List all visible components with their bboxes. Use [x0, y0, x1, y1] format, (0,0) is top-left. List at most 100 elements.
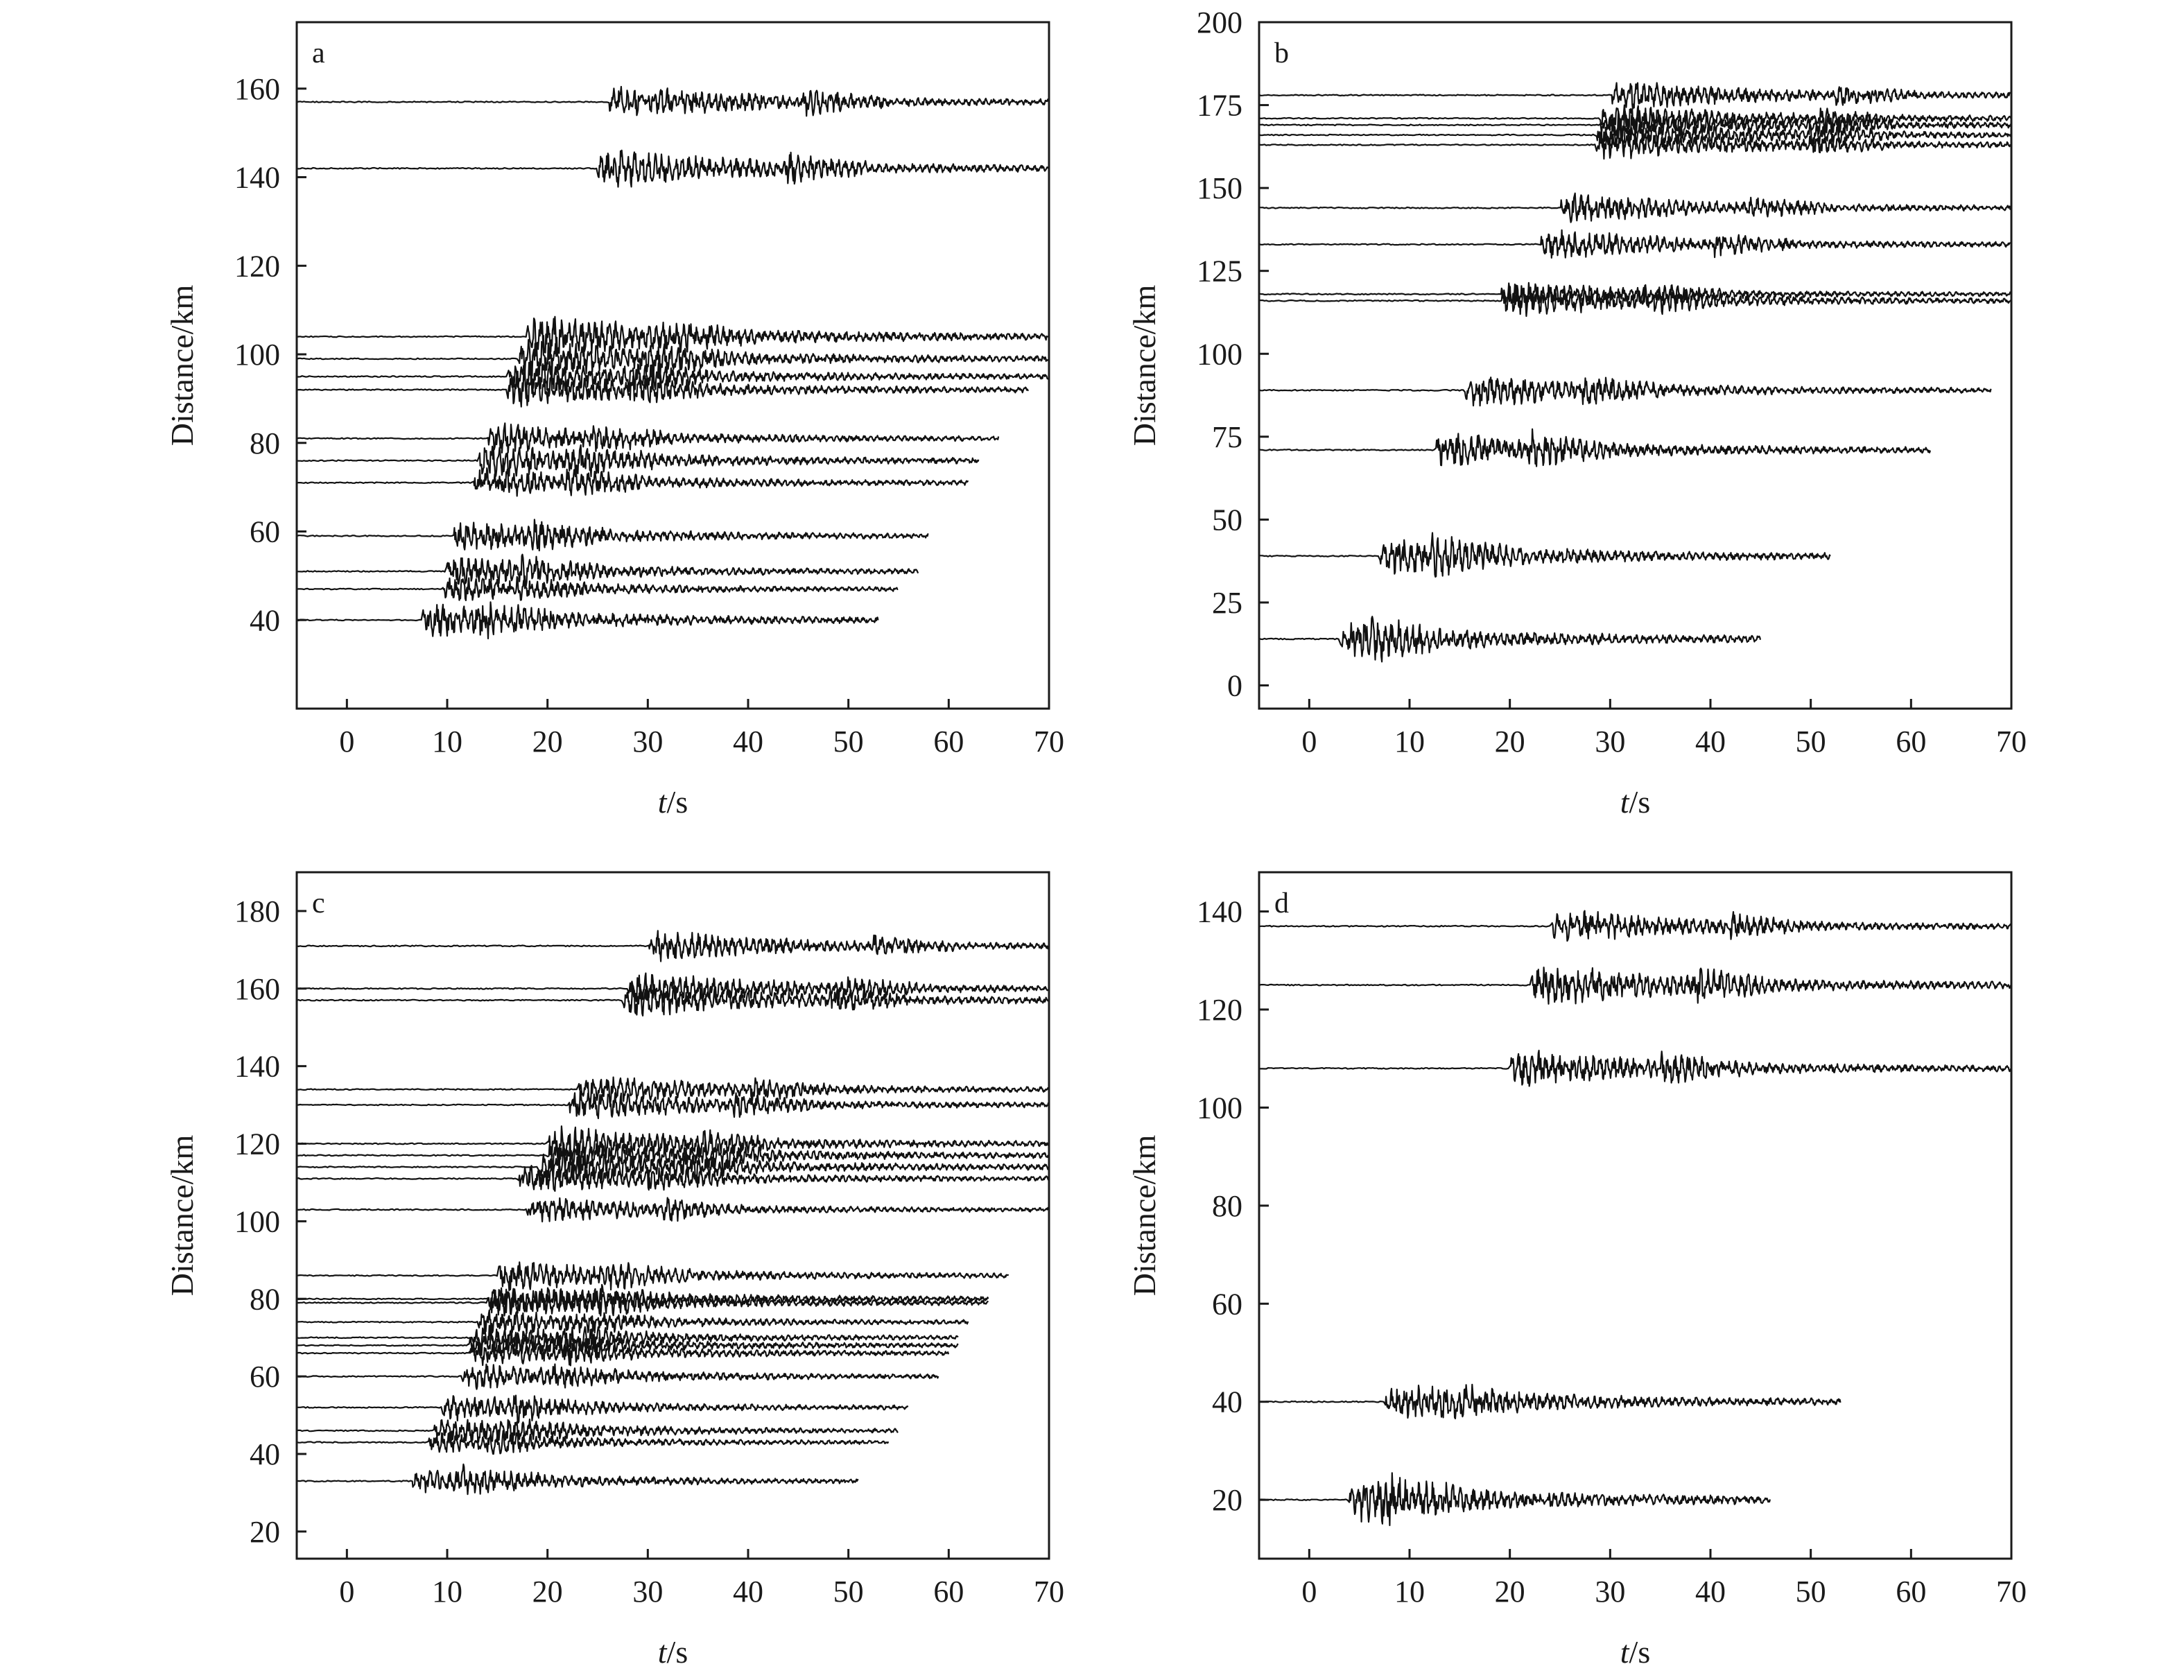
panel-label: c	[312, 887, 325, 919]
seismic-trace	[297, 315, 1049, 356]
x-tick-label: 10	[1394, 725, 1425, 759]
x-tick-label: 70	[1996, 725, 2027, 759]
y-tick-label: 140	[234, 161, 280, 195]
seismic-trace	[1259, 1383, 1841, 1419]
seismic-trace	[297, 983, 1049, 1016]
y-tick-label: 75	[1212, 420, 1242, 454]
x-axis-title: t/s	[658, 1634, 688, 1670]
x-tick-label: 20	[1495, 1575, 1525, 1609]
x-tick-label: 60	[1896, 725, 1926, 759]
seismic-trace	[297, 1324, 959, 1352]
seismic-trace	[1259, 192, 2011, 223]
x-tick-label: 60	[933, 1575, 964, 1609]
y-tick-label: 100	[234, 1204, 280, 1238]
y-tick-label: 80	[250, 1282, 280, 1316]
seismic-trace	[1259, 82, 2011, 110]
seismic-trace	[297, 361, 1049, 395]
plot-frame	[1258, 21, 2013, 710]
x-tick-label: 70	[1996, 1575, 2027, 1609]
x-tick-label: 50	[833, 1575, 864, 1609]
seismic-trace	[297, 601, 879, 640]
y-tick-label: 25	[1212, 586, 1242, 620]
y-axis-title: Distance/km	[1127, 1135, 1162, 1297]
plot-frame	[1258, 871, 2013, 1560]
x-tick-label: 40	[733, 1575, 763, 1609]
y-tick-label: 100	[1197, 337, 1242, 371]
seismic-trace	[1259, 910, 2011, 942]
seismic-trace	[297, 519, 929, 552]
seismic-trace	[1259, 616, 1762, 663]
x-tick-label: 40	[733, 725, 763, 759]
x-tick-label: 0	[1301, 1575, 1317, 1609]
y-tick-label: 40	[250, 603, 280, 637]
traces-group	[297, 85, 1049, 640]
y-tick-label: 120	[234, 1127, 280, 1161]
seismic-trace	[297, 1287, 989, 1317]
y-tick-label: 120	[1197, 993, 1242, 1027]
x-tick-label: 60	[933, 725, 964, 759]
x-tick-label: 30	[1595, 1575, 1625, 1609]
seismic-trace	[1259, 284, 2011, 318]
traces-group	[1259, 910, 2011, 1527]
x-axis-title: t/s	[1620, 784, 1650, 820]
y-tick-label: 80	[250, 426, 280, 460]
seismic-trace	[297, 1363, 939, 1390]
x-tick-label: 30	[632, 725, 663, 759]
x-tick-label: 60	[1896, 1575, 1926, 1609]
x-tick-label: 20	[532, 725, 563, 759]
x-tick-label: 50	[1796, 1575, 1826, 1609]
x-axis-title: t/s	[1620, 1634, 1650, 1670]
seismic-trace	[297, 85, 1049, 117]
seismic-trace	[297, 1283, 989, 1315]
panel-label: d	[1274, 887, 1289, 919]
seismic-trace	[297, 1076, 1049, 1105]
x-tick-label: 0	[1301, 725, 1317, 759]
y-tick-label: 175	[1197, 89, 1242, 123]
seismic-trace	[1259, 282, 2011, 306]
y-tick-label: 200	[1197, 6, 1242, 40]
panel-b: 0 10 20 30 40 50 60 70 0 25 50 75 100 125 150 175 200 b t/…	[1127, 6, 2027, 820]
seismic-trace	[297, 553, 919, 587]
y-tick-label: 80	[1212, 1189, 1242, 1223]
x-tick-label: 10	[432, 725, 462, 759]
seismic-trace	[1259, 967, 2011, 1005]
y-axis-title: Distance/km	[164, 285, 200, 447]
seismic-trace	[297, 1090, 1049, 1120]
seismic-trace	[297, 1418, 899, 1444]
seismic-trace	[297, 1138, 1049, 1172]
plot-frame	[295, 21, 1050, 710]
seismic-trace	[297, 422, 1000, 453]
seismic-trace	[1259, 428, 1931, 467]
seismic-trace	[297, 1430, 890, 1455]
x-tick-label: 20	[1495, 725, 1525, 759]
x-tick-label: 70	[1034, 1575, 1064, 1609]
y-tick-label: 160	[234, 72, 280, 106]
x-tick-label: 20	[532, 1575, 563, 1609]
seismic-trace	[297, 1165, 1049, 1192]
x-tick-label: 10	[1394, 1575, 1425, 1609]
seismic-trace	[1259, 532, 1831, 578]
y-tick-label: 20	[1212, 1483, 1242, 1517]
x-tick-label: 40	[1695, 725, 1726, 759]
seismic-trace	[297, 1125, 1049, 1161]
seismic-trace	[1259, 376, 1992, 407]
y-tick-label: 20	[250, 1515, 280, 1549]
y-tick-label: 60	[250, 515, 280, 549]
seismic-trace	[297, 444, 980, 478]
traces-group	[1259, 82, 2011, 663]
seismic-trace	[297, 1332, 959, 1358]
seismic-trace	[297, 1261, 1009, 1292]
seismic-trace	[1259, 1050, 2011, 1087]
seismic-trace	[297, 149, 1049, 188]
x-tick-label: 0	[339, 725, 354, 759]
x-tick-label: 10	[432, 1575, 462, 1609]
seismic-trace	[297, 1394, 909, 1424]
panel-c: 0 10 20 30 40 50 60 70 20 40 60 80 100 120 140 160 180 c t…	[164, 871, 1064, 1670]
y-tick-label: 140	[234, 1050, 280, 1084]
x-tick-label: 0	[339, 1575, 354, 1609]
seismic-trace	[1259, 1472, 1771, 1527]
y-tick-label: 125	[1197, 254, 1242, 288]
seismic-trace	[1259, 104, 2011, 132]
x-tick-label: 30	[632, 1575, 663, 1609]
